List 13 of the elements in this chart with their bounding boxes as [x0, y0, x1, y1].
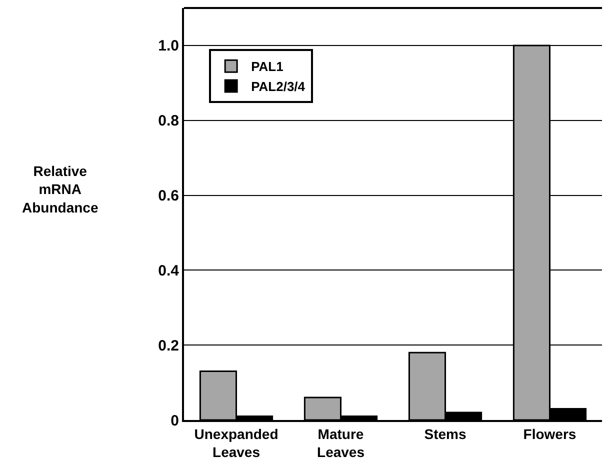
x-tick-label: Flowers	[523, 426, 576, 442]
x-tick-label: Mature Leaves	[317, 426, 365, 460]
x-tick-label: Unexpanded Leaves	[194, 426, 278, 460]
y-tick-label: 1.0	[158, 38, 179, 55]
legend-label: PAL2/3/4	[251, 79, 306, 94]
y-tick-label: 0.2	[158, 337, 179, 354]
y-tick-label: 0.8	[158, 112, 179, 130]
y-tick-label: 0.6	[158, 188, 179, 205]
text: Relative mRNA Abundance	[22, 163, 98, 216]
x-tick-label: Stems	[424, 426, 466, 442]
y-tick-label: 0	[170, 412, 179, 430]
legend-label: PAL1	[251, 59, 284, 74]
y-tick-label: 0.4	[158, 262, 180, 280]
